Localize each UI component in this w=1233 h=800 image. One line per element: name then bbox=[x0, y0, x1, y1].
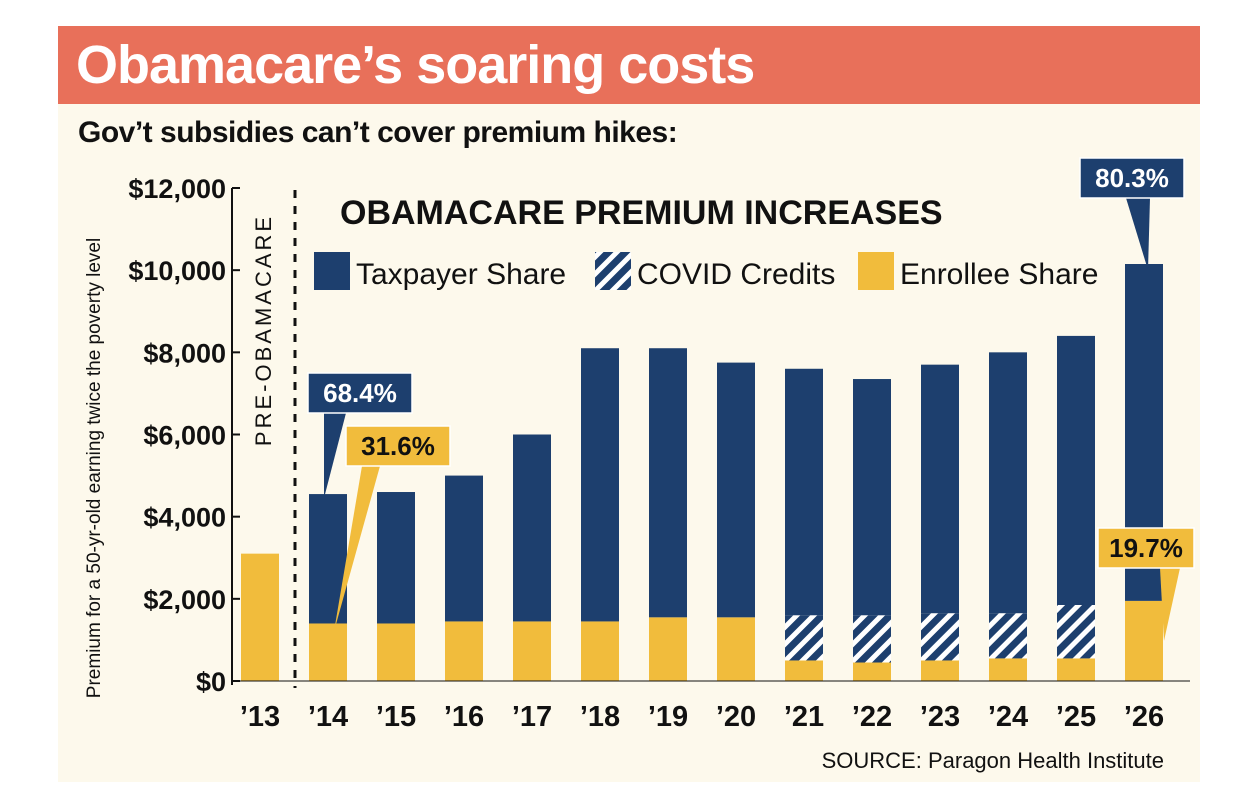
bar-covid-9 bbox=[853, 615, 891, 663]
bar-enrollee-0 bbox=[241, 553, 279, 681]
x-tick-label: ’26 bbox=[1124, 701, 1164, 733]
bar-enrollee-8 bbox=[785, 660, 823, 681]
bar-covid-10 bbox=[921, 613, 959, 661]
bar-taxpayer-12 bbox=[1057, 335, 1095, 605]
bar-enrollee-2 bbox=[377, 623, 415, 681]
bar-taxpayer-3 bbox=[445, 475, 483, 622]
bar-enrollee-6 bbox=[649, 617, 687, 681]
x-tick-label: ’24 bbox=[988, 701, 1028, 733]
legend-label-1: COVID Credits bbox=[637, 258, 835, 291]
callout-enrollee-14-pointer bbox=[334, 466, 380, 632]
legend-label-2: Enrollee Share bbox=[900, 258, 1098, 291]
x-tick-label: ’16 bbox=[444, 701, 484, 733]
bar-enrollee-10 bbox=[921, 660, 959, 681]
title-bar: Obamacare’s soaring costs bbox=[58, 26, 1200, 104]
legend-swatch-1 bbox=[595, 252, 631, 290]
bar-taxpayer-6 bbox=[649, 348, 687, 618]
pre-obamacare-label: PRE-OBAMACARE bbox=[251, 214, 276, 446]
bar-taxpayer-9 bbox=[853, 379, 891, 616]
callout-enrollee-26-text: 19.7% bbox=[1109, 533, 1183, 563]
page-subtitle: Gov’t subsidies can’t cover premium hike… bbox=[78, 116, 678, 149]
bar-taxpayer-2 bbox=[377, 492, 415, 624]
callout-taxpayer-14-text: 68.4% bbox=[323, 378, 397, 408]
bar-enrollee-12 bbox=[1057, 658, 1095, 681]
bar-covid-12 bbox=[1057, 604, 1095, 659]
y-tick-label: $12,000 bbox=[128, 174, 226, 204]
callout-taxpayer-26-text: 80.3% bbox=[1095, 163, 1169, 193]
y-tick-label: $10,000 bbox=[128, 256, 226, 286]
y-tick-label: $4,000 bbox=[143, 503, 226, 533]
x-tick-label: ’13 bbox=[240, 701, 280, 733]
legend-swatch-2 bbox=[858, 252, 894, 290]
callout-taxpayer-14-box bbox=[307, 372, 413, 414]
callout-enrollee-14-box bbox=[345, 425, 451, 467]
legend-swatch-0 bbox=[314, 252, 350, 290]
bar-enrollee-3 bbox=[445, 621, 483, 681]
bar-enrollee-5 bbox=[581, 621, 619, 681]
bar-taxpayer-11 bbox=[989, 352, 1027, 614]
y-tick-label: $0 bbox=[196, 667, 226, 697]
source-note: SOURCE: Paragon Health Institute bbox=[822, 748, 1164, 773]
bar-enrollee-7 bbox=[717, 617, 755, 681]
y-tick-label: $6,000 bbox=[143, 421, 226, 451]
x-tick-label: ’14 bbox=[308, 701, 348, 733]
legend-label-0: Taxpayer Share bbox=[356, 258, 566, 291]
bar-taxpayer-5 bbox=[581, 348, 619, 622]
bar-taxpayer-7 bbox=[717, 362, 755, 618]
x-tick-label: ’22 bbox=[852, 701, 892, 733]
y-tick-label: $8,000 bbox=[143, 338, 226, 368]
bar-enrollee-11 bbox=[989, 658, 1027, 681]
callout-enrollee-26-pointer bbox=[1160, 568, 1180, 641]
x-tick-label: ’25 bbox=[1056, 701, 1096, 733]
callout-enrollee-26-box bbox=[1097, 527, 1195, 569]
callout-enrollee-14-text: 31.6% bbox=[361, 431, 435, 461]
callout-taxpayer-14-pointer bbox=[324, 413, 346, 499]
chart-title: OBAMACARE PREMIUM INCREASES bbox=[340, 194, 943, 232]
bar-covid-8 bbox=[785, 615, 823, 661]
y-tick-label: $2,000 bbox=[143, 585, 226, 615]
x-tick-label: ’23 bbox=[920, 701, 960, 733]
bar-taxpayer-4 bbox=[513, 434, 551, 622]
y-axis-title: Premium for a 50-yr-old earning twice th… bbox=[84, 238, 105, 698]
x-tick-label: ’21 bbox=[784, 701, 824, 733]
x-tick-label: ’15 bbox=[376, 701, 416, 733]
bar-enrollee-13 bbox=[1125, 600, 1163, 681]
callout-taxpayer-26-pointer bbox=[1126, 198, 1150, 271]
page-title: Obamacare’s soaring costs bbox=[76, 35, 755, 95]
callout-taxpayer-26-box bbox=[1079, 157, 1185, 199]
x-tick-label: ’18 bbox=[580, 701, 620, 733]
x-tick-label: ’20 bbox=[716, 701, 756, 733]
bar-enrollee-9 bbox=[853, 662, 891, 681]
bar-enrollee-4 bbox=[513, 621, 551, 681]
bar-taxpayer-10 bbox=[921, 364, 959, 614]
bar-enrollee-1 bbox=[309, 623, 347, 681]
x-tick-label: ’17 bbox=[512, 701, 552, 733]
bar-taxpayer-8 bbox=[785, 368, 823, 616]
x-tick-label: ’19 bbox=[648, 701, 688, 733]
bar-covid-11 bbox=[989, 613, 1027, 659]
